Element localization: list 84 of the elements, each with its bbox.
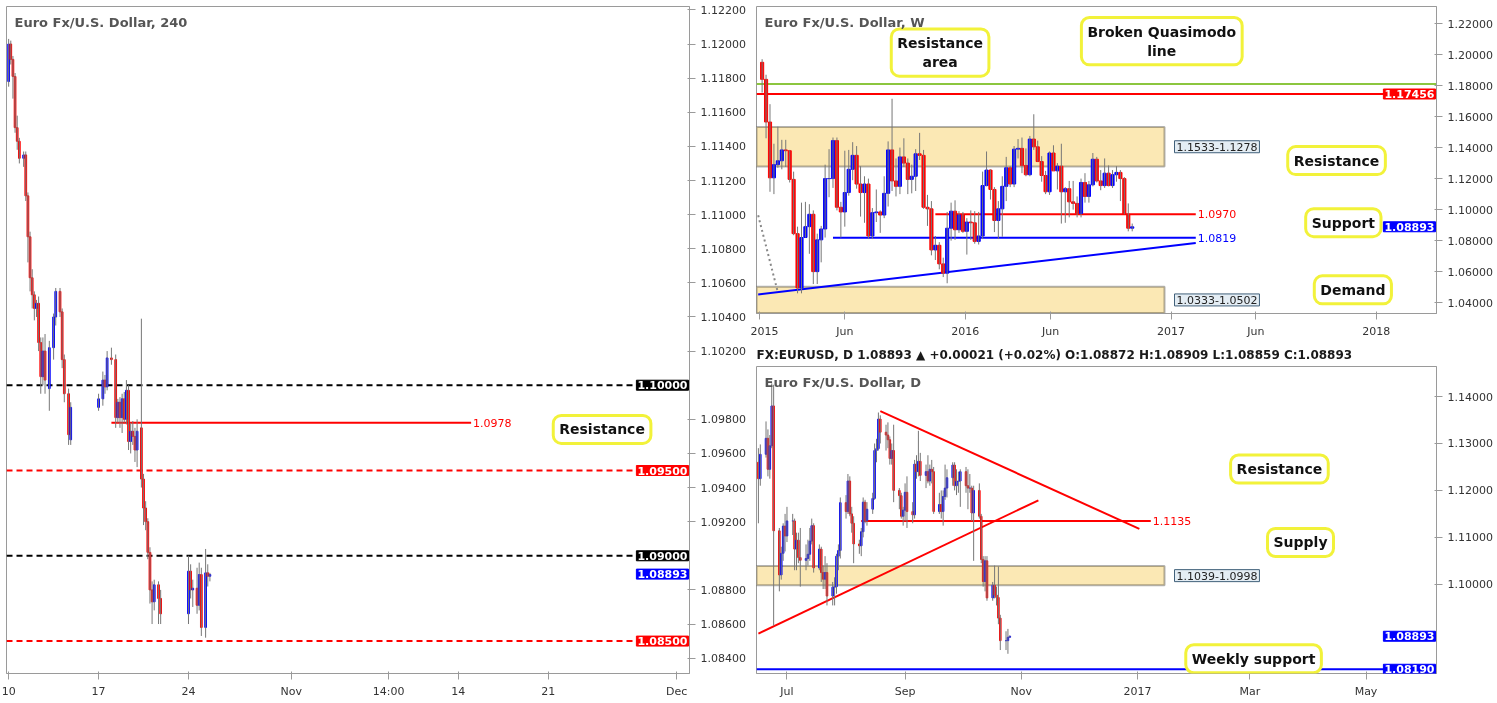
annotation: 1.08893 xyxy=(1384,630,1435,644)
x-tick-label: Nov xyxy=(1010,684,1033,698)
y-tick-label: 1.11600 xyxy=(700,106,746,120)
x-tick-label: 2017 xyxy=(1123,684,1152,698)
y-tick-label: 1.09600 xyxy=(700,447,746,461)
y-tick-label: 1.08800 xyxy=(700,583,746,597)
x-tick-label: Jun xyxy=(1041,324,1060,338)
x-tick-label: 14 xyxy=(451,684,466,698)
band-label: 1.0333-1.0502 xyxy=(1176,293,1258,307)
text: Euro Fx/U.S. Dollar, D xyxy=(764,374,922,390)
y-tick-label: 1.10600 xyxy=(700,276,746,290)
y-tick-label: 1.14000 xyxy=(1447,141,1493,155)
chart-subtitle: FX:EURUSD, D 1.08893 ▲ +0.00021 (+0.02%) O:1.08872 H:1.08909 L:1.08859 C:1.08893 xyxy=(756,347,1353,362)
x-tick-label: 24 xyxy=(181,684,196,698)
y-tick-label: 1.10000 xyxy=(1447,203,1493,217)
x-tick-label: 10 xyxy=(1,684,16,698)
annotation: Resistance xyxy=(1293,152,1380,169)
x-tick-label: Dec xyxy=(666,684,688,698)
annotation: Broken Quasimodo line xyxy=(1087,23,1237,59)
series-label: 1.0970 xyxy=(1197,208,1237,222)
x-tick-label: Sep xyxy=(894,684,916,698)
text: Euro Fx/U.S. Dollar, 240 xyxy=(14,14,188,30)
x-tick-label: 21 xyxy=(541,684,556,698)
ref-line-label: 1.09000 xyxy=(637,549,688,563)
annotation: Supply xyxy=(1273,534,1328,551)
x-tick-label: May xyxy=(1354,684,1378,698)
y-tick-label: 1.10400 xyxy=(700,310,746,324)
x-tick-label: 14:00 xyxy=(372,684,405,698)
y-tick-label: 1.16000 xyxy=(1447,110,1493,124)
x-tick-label: 2018 xyxy=(1362,324,1391,338)
annotation: Resistance area xyxy=(897,34,983,71)
ref-line-label: 1.10000 xyxy=(637,379,688,393)
y-tick-label: 1.11800 xyxy=(700,72,746,86)
y-tick-label: 1.10800 xyxy=(700,242,746,256)
annotation: Support xyxy=(1311,214,1376,231)
ref-line-label: 1.08190 xyxy=(1384,663,1435,677)
y-tick-label: 1.10000 xyxy=(1447,578,1493,592)
annotation: Demand xyxy=(1320,281,1386,298)
annotation: Resistance xyxy=(559,421,645,438)
x-tick-label: 2016 xyxy=(951,324,980,338)
y-tick-label: 1.11000 xyxy=(700,208,746,222)
y-tick-label: 1.12000 xyxy=(1447,172,1493,186)
annotation: 1.08893 xyxy=(1384,220,1435,234)
ref-line-label: 1.09500 xyxy=(637,464,688,478)
y-tick-label: 1.09800 xyxy=(700,413,746,427)
x-tick-label: 2015 xyxy=(750,324,779,338)
y-tick-label: 1.08400 xyxy=(700,652,746,666)
annotation: Resistance xyxy=(1236,461,1323,478)
y-tick-label: 1.12000 xyxy=(700,38,746,52)
series-label: 1.1135 xyxy=(1152,514,1192,528)
text: Euro Fx/U.S. Dollar, W xyxy=(764,14,925,30)
annotation: 1.08893 xyxy=(637,568,688,582)
y-tick-label: 1.18000 xyxy=(1447,79,1493,93)
y-tick-label: 1.09400 xyxy=(700,481,746,495)
annotation: Weekly support xyxy=(1191,650,1316,667)
band-label: 1.1039-1.0998 xyxy=(1176,569,1258,583)
y-tick-label: 1.04000 xyxy=(1447,296,1493,310)
y-tick-label: 1.08600 xyxy=(700,618,746,632)
x-tick-label: Jun xyxy=(1246,324,1265,338)
y-tick-label: 1.22000 xyxy=(1447,17,1493,31)
x-tick-label: Nov xyxy=(280,684,303,698)
y-tick-label: 1.10200 xyxy=(700,345,746,359)
series-label: 1.0819 xyxy=(1197,231,1237,245)
y-tick-label: 1.11000 xyxy=(1447,531,1493,545)
y-tick-label: 1.20000 xyxy=(1447,48,1493,62)
y-tick-label: 1.14000 xyxy=(1447,390,1493,404)
y-tick-label: 1.11400 xyxy=(700,140,746,154)
y-tick-label: 1.13000 xyxy=(1447,437,1493,451)
x-tick-label: Mar xyxy=(1239,684,1261,698)
x-tick-label: 2017 xyxy=(1157,324,1186,338)
ref-line-label: 1.08500 xyxy=(637,635,688,649)
y-tick-label: 1.12200 xyxy=(700,3,746,17)
band-label: 1.1533-1.1278 xyxy=(1176,140,1258,154)
candlestick xyxy=(1110,169,1115,189)
ref-line-label: 1.17456 xyxy=(1384,88,1435,102)
y-tick-label: 1.12000 xyxy=(1447,484,1493,498)
x-tick-label: Jul xyxy=(779,684,794,698)
y-tick-label: 1.06000 xyxy=(1447,265,1493,279)
y-tick-label: 1.09200 xyxy=(700,515,746,529)
y-tick-label: 1.11200 xyxy=(700,174,746,188)
x-tick-label: 17 xyxy=(91,684,106,698)
series-label: 1.0978 xyxy=(473,416,512,430)
y-tick-label: 1.08000 xyxy=(1447,234,1493,248)
x-tick-label: Jun xyxy=(835,324,854,338)
